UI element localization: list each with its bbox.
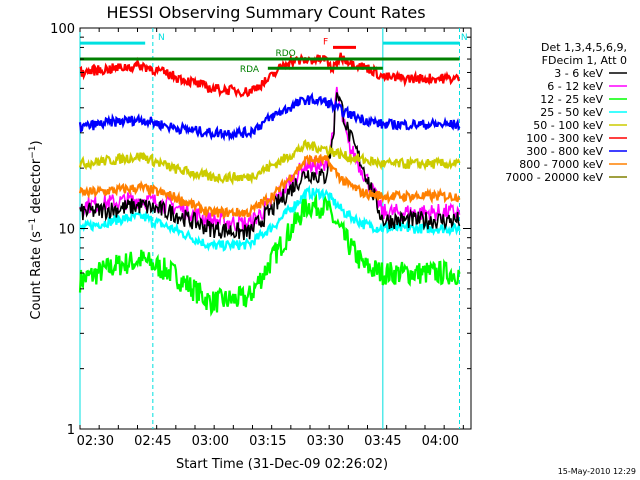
legend-label: 50 - 100 keV — [533, 119, 603, 132]
x-tick-label: 03:00 — [192, 434, 229, 449]
y-label-part: detector — [29, 158, 44, 218]
annotation-label: RDA — [240, 65, 260, 75]
x-axis-label: Start Time (31-Dec-09 02:26:02) — [176, 457, 388, 472]
series-line — [78, 193, 461, 317]
footer-timestamp: 15-May-2010 12:29 — [558, 467, 636, 476]
annotation-bars: N N RDO RDA F — [80, 33, 468, 75]
y-axis: 1 10 100 — [50, 22, 471, 438]
x-tick-label: 02:45 — [134, 434, 171, 449]
series-line — [78, 139, 461, 186]
legend-header: FDecim 1, Att 0 — [542, 54, 627, 67]
y-label-part: ) — [29, 140, 44, 145]
series-line — [79, 52, 461, 99]
annotation-label: N — [158, 33, 165, 43]
y-tick-label: 1 — [67, 423, 75, 438]
x-tick-label: 03:45 — [364, 434, 401, 449]
annotation-label: RDO — [276, 49, 296, 59]
annotation-label: F — [323, 37, 328, 47]
series-layer — [78, 52, 461, 317]
legend-label: 300 - 800 keV — [526, 145, 603, 158]
series-line — [78, 153, 461, 220]
x-tick-label: 03:30 — [307, 434, 344, 449]
x-axis: 02:30 02:45 03:00 03:15 03:30 03:45 04:00 — [77, 28, 464, 449]
plot-area — [79, 27, 472, 430]
x-tick-label: 04:00 — [422, 434, 459, 449]
legend-label: 25 - 50 keV — [540, 106, 603, 119]
series-line — [78, 91, 461, 142]
y-tick-label: 10 — [58, 223, 75, 238]
x-tick-label: 02:30 — [77, 434, 114, 449]
legend-header: Det 1,3,4,5,6,9, — [541, 41, 627, 54]
y-label-superscript: −1 — [28, 218, 38, 231]
legend-label: 12 - 25 keV — [540, 93, 603, 106]
y-axis-label: Count Rate (s−1 detector−1) — [28, 140, 44, 319]
legend-label: 800 - 7000 keV — [519, 158, 603, 171]
legend-label: 3 - 6 keV — [554, 67, 603, 80]
y-label-superscript: −1 — [28, 145, 38, 158]
annotation-label: N — [461, 33, 468, 43]
x-tick-label: 03:15 — [249, 434, 286, 449]
legend-label: 100 - 300 keV — [526, 132, 603, 145]
series-line — [79, 184, 461, 252]
legend-label: 6 - 12 keV — [547, 80, 603, 93]
legend: Det 1,3,4,5,6,9,FDecim 1, Att 03 - 6 keV… — [505, 41, 627, 184]
chart-title: HESSI Observing Summary Count Rates — [106, 3, 425, 22]
series-line — [79, 92, 461, 241]
legend-label: 7000 - 20000 keV — [505, 171, 603, 184]
y-tick-label: 100 — [50, 22, 75, 37]
y-label-part: Count Rate (s — [29, 231, 44, 320]
